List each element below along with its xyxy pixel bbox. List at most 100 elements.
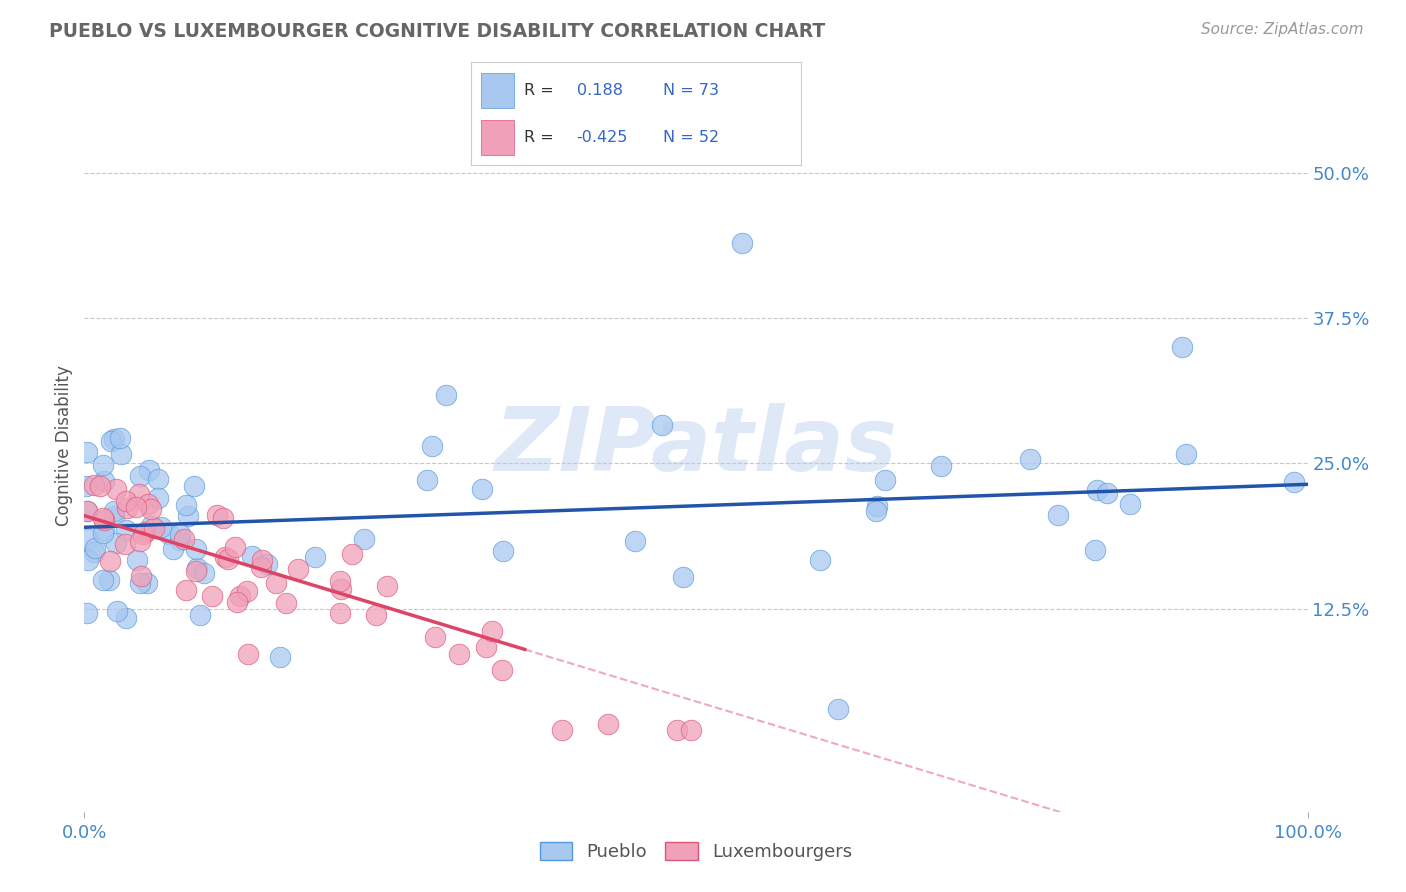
Point	[91, 526, 114, 541]
Point	[125, 553, 148, 567]
Point	[103, 504, 125, 518]
Point	[731, 235, 754, 250]
Text: Source: ZipAtlas.com: Source: ZipAtlas.com	[1201, 22, 1364, 37]
Point	[1084, 543, 1107, 558]
Point	[76, 504, 98, 518]
Point	[330, 582, 353, 597]
Point	[228, 589, 250, 603]
Point	[129, 568, 152, 582]
Point	[264, 575, 287, 590]
Point	[115, 611, 138, 625]
Point	[98, 554, 121, 568]
Point	[224, 541, 246, 555]
Point	[98, 574, 121, 588]
Point	[89, 479, 111, 493]
Point	[340, 547, 363, 561]
Point	[491, 663, 513, 677]
Point	[76, 504, 98, 518]
Point	[329, 606, 352, 620]
Point	[364, 608, 387, 623]
Point	[249, 560, 271, 574]
Point	[104, 536, 127, 550]
Point	[76, 445, 98, 459]
Point	[135, 576, 157, 591]
Point	[329, 574, 352, 588]
Point	[434, 388, 457, 402]
Point	[186, 564, 208, 578]
Point	[679, 723, 702, 738]
Point	[114, 537, 136, 551]
Point	[423, 630, 446, 644]
Text: -0.425: -0.425	[576, 130, 628, 145]
Point	[184, 542, 207, 557]
Point	[665, 723, 688, 738]
Point	[416, 474, 439, 488]
Point	[91, 458, 114, 473]
Point	[103, 432, 125, 446]
Point	[624, 534, 647, 549]
Point	[931, 458, 953, 473]
Point	[128, 576, 150, 591]
Point	[238, 647, 260, 661]
Point	[217, 552, 239, 566]
Point	[83, 477, 105, 491]
Point	[240, 549, 263, 563]
Point	[173, 532, 195, 546]
Point	[212, 511, 235, 525]
Point	[77, 532, 100, 546]
Point	[134, 524, 156, 539]
Point	[1047, 508, 1070, 522]
Point	[207, 508, 229, 523]
Point	[105, 604, 128, 618]
Point	[1175, 447, 1198, 461]
Point	[1019, 451, 1042, 466]
Point	[188, 608, 211, 623]
Point	[129, 533, 152, 548]
Point	[91, 573, 114, 587]
Point	[447, 647, 470, 661]
Point	[274, 596, 297, 610]
Y-axis label: Cognitive Disability: Cognitive Disability	[55, 366, 73, 526]
Point	[250, 553, 273, 567]
Point	[91, 511, 114, 525]
Text: R =: R =	[524, 83, 554, 97]
Point	[1085, 483, 1108, 497]
Point	[174, 583, 197, 598]
Point	[76, 553, 98, 567]
Point	[865, 504, 887, 518]
Point	[214, 550, 236, 565]
Point	[148, 472, 170, 486]
Point	[375, 579, 398, 593]
Point	[129, 468, 152, 483]
Bar	[481, 73, 515, 108]
Point	[193, 566, 215, 581]
Point	[875, 473, 897, 487]
Point	[672, 569, 695, 583]
Point	[287, 562, 309, 576]
Legend: Pueblo, Luxembourgers: Pueblo, Luxembourgers	[533, 835, 859, 869]
Point	[420, 439, 443, 453]
Point	[269, 650, 291, 665]
Text: R =: R =	[524, 130, 554, 145]
Point	[143, 521, 166, 535]
Point	[169, 533, 191, 547]
Point	[162, 541, 184, 556]
Point	[115, 524, 138, 538]
Point	[76, 606, 98, 620]
Point	[471, 483, 494, 497]
Text: 0.188: 0.188	[576, 83, 623, 97]
Point	[550, 723, 572, 738]
Point	[256, 558, 278, 572]
Point	[1095, 485, 1118, 500]
Point	[474, 640, 496, 654]
Point	[148, 491, 170, 505]
Point	[103, 509, 125, 524]
Point	[808, 553, 831, 567]
Point	[169, 527, 191, 541]
Text: N = 73: N = 73	[662, 83, 718, 97]
Point	[136, 497, 159, 511]
Point	[100, 434, 122, 449]
Point	[598, 717, 620, 731]
Point	[132, 527, 155, 541]
Point	[93, 474, 115, 488]
